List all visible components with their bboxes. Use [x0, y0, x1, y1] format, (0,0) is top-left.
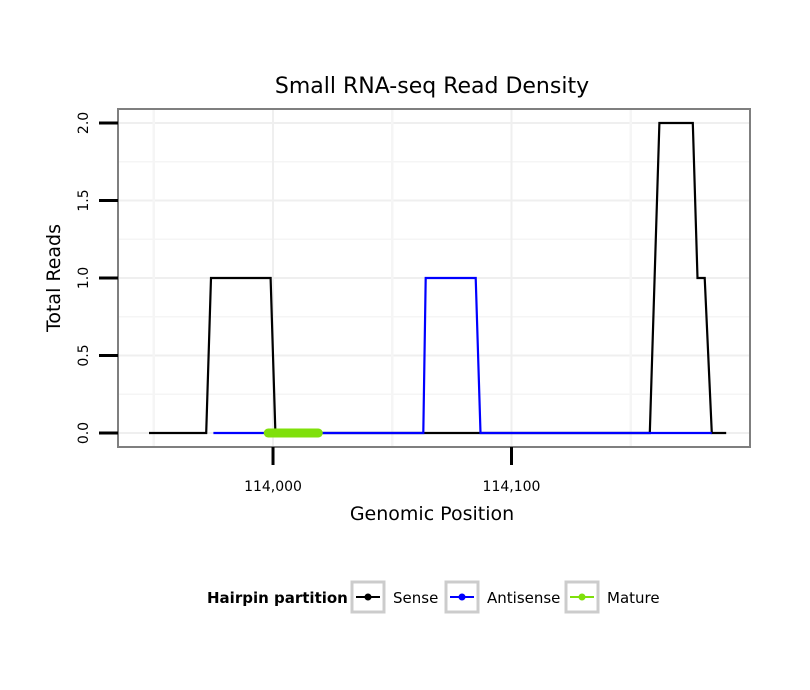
legend-key-marker	[364, 593, 372, 601]
legend-items: Sense Antisense Mature	[350, 580, 660, 614]
legend-item-sense: Sense	[350, 580, 438, 614]
y-tick-label: 1.0	[76, 267, 92, 289]
series-lines	[149, 121, 727, 438]
legend-label: Antisense	[487, 589, 560, 607]
x-tick-label: 114,100	[483, 479, 541, 495]
legend-item-mature: Mature	[564, 580, 660, 614]
legend-label: Mature	[607, 589, 660, 607]
legend-key-box	[350, 580, 386, 614]
legend-label: Sense	[393, 589, 438, 607]
series-line-sense	[149, 121, 727, 435]
x-axis-title: Genomic Position	[350, 503, 514, 525]
axes: 0.0 0.5 1.0 1.5 2.0 114,000 114,100	[76, 112, 540, 495]
y-tick-label: 0.0	[76, 422, 92, 444]
legend-title: Hairpin partition	[207, 589, 348, 607]
legend-key-marker	[458, 593, 466, 601]
y-tick-label: 1.5	[76, 189, 92, 211]
y-axis-title: Total Reads	[43, 224, 65, 333]
legend: Hairpin partition Sense Antisense Mature	[207, 580, 660, 614]
legend-key-marker	[578, 593, 586, 601]
legend-item-antisense: Antisense	[444, 580, 560, 614]
y-tick-label: 2.0	[76, 112, 92, 134]
chart-title: Small RNA-seq Read Density	[275, 74, 589, 99]
y-tick-label: 0.5	[76, 344, 92, 366]
grid-lines	[118, 109, 750, 447]
x-tick-label: 114,000	[244, 479, 302, 495]
